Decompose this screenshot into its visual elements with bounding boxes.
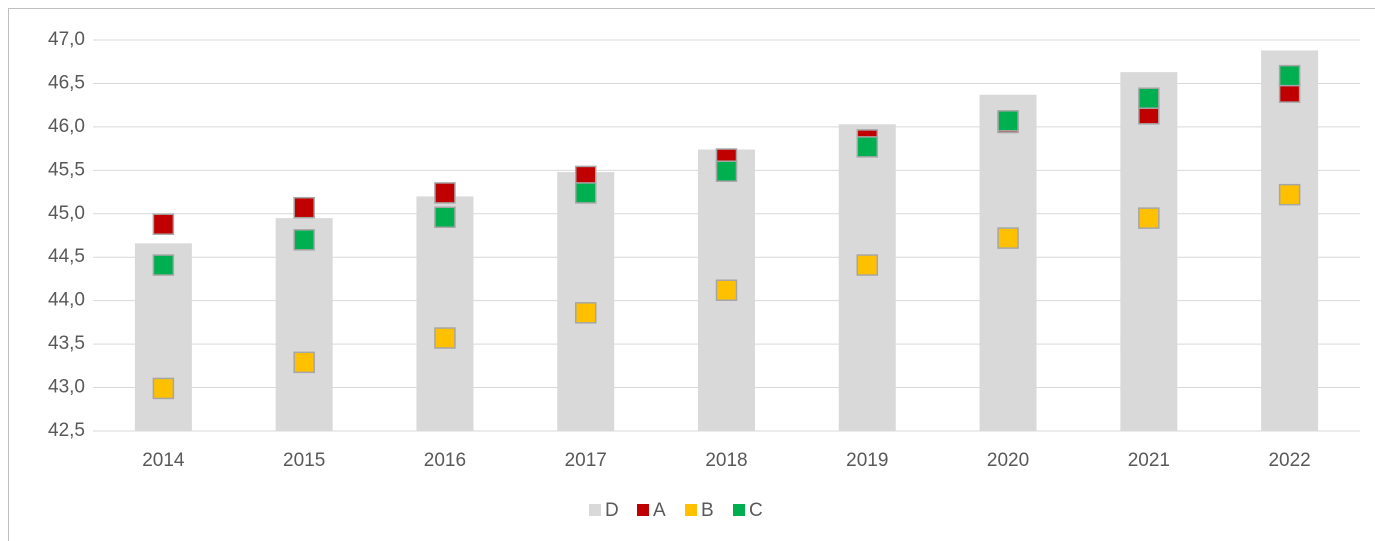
marker xyxy=(1138,207,1160,229)
x-tick-label: 2019 xyxy=(846,450,888,471)
chart-border xyxy=(8,8,1375,541)
x-tick-label: 2015 xyxy=(283,450,325,471)
bar xyxy=(838,124,896,431)
legend-swatch xyxy=(733,504,745,516)
marker xyxy=(152,377,175,400)
marker xyxy=(1278,64,1301,87)
marker xyxy=(152,254,175,276)
x-tick-label: 2021 xyxy=(1128,450,1170,471)
y-tick-label: 46,5 xyxy=(48,72,85,93)
marker xyxy=(1278,183,1301,206)
marker xyxy=(856,254,879,276)
y-tick-label: 46,0 xyxy=(48,116,85,137)
legend-label: A xyxy=(653,500,666,521)
x-tick-label: 2014 xyxy=(142,450,185,471)
marker xyxy=(434,206,456,229)
marker xyxy=(293,196,315,219)
x-tick-label: 2022 xyxy=(1268,450,1310,471)
marker xyxy=(152,213,175,235)
marker xyxy=(574,302,597,324)
y-tick-label: 44,5 xyxy=(48,246,85,267)
bar xyxy=(979,94,1037,432)
legend-swatch xyxy=(685,504,697,516)
bar xyxy=(275,218,333,431)
y-tick-label: 43,0 xyxy=(48,377,85,398)
x-tick-label: 2016 xyxy=(424,450,466,471)
marker xyxy=(574,182,597,204)
legend-swatch xyxy=(637,504,649,516)
legend-swatch xyxy=(589,504,601,516)
bar xyxy=(1261,50,1319,431)
bar xyxy=(557,172,615,431)
x-tick-label: 2017 xyxy=(565,450,607,471)
marker xyxy=(715,160,738,182)
bar xyxy=(1120,72,1178,431)
marker xyxy=(434,327,456,349)
legend-label: C xyxy=(749,500,763,521)
marker xyxy=(856,136,879,158)
marker xyxy=(1138,87,1160,109)
y-tick-label: 43,5 xyxy=(48,333,85,354)
marker xyxy=(715,279,738,301)
bar xyxy=(416,196,474,431)
marker xyxy=(293,351,315,374)
y-tick-label: 44,0 xyxy=(48,290,85,311)
marker xyxy=(434,182,456,204)
y-tick-label: 47,0 xyxy=(48,29,85,50)
legend-label: B xyxy=(701,500,714,521)
marker xyxy=(293,229,315,251)
marker xyxy=(997,110,1019,132)
y-tick-label: 42,5 xyxy=(48,420,85,441)
x-tick-label: 2020 xyxy=(987,450,1029,471)
y-tick-label: 45,5 xyxy=(48,159,85,180)
marker xyxy=(997,227,1019,249)
x-tick-label: 2018 xyxy=(705,450,747,471)
y-tick-label: 45,0 xyxy=(48,203,85,224)
legend-label: D xyxy=(605,500,619,521)
